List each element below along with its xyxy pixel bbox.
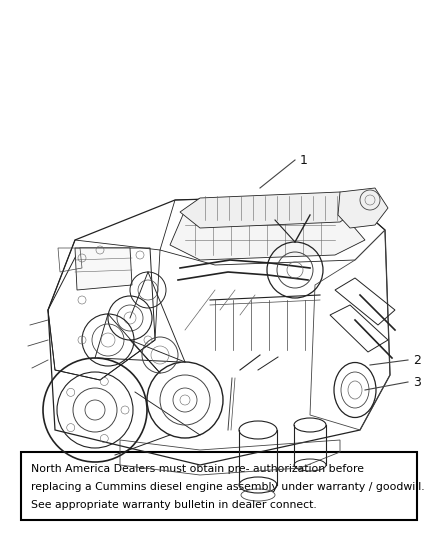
- Text: replacing a Cummins diesel engine assembly under warranty / goodwill.: replacing a Cummins diesel engine assemb…: [31, 482, 425, 492]
- Polygon shape: [180, 192, 360, 228]
- Text: See appropriate warranty bulletin in dealer connect.: See appropriate warranty bulletin in dea…: [31, 500, 317, 510]
- Text: 3: 3: [413, 376, 421, 389]
- Polygon shape: [170, 205, 365, 260]
- Text: 1: 1: [300, 154, 308, 166]
- Text: North America Dealers must obtain pre- authorization before: North America Dealers must obtain pre- a…: [31, 464, 364, 474]
- Polygon shape: [75, 248, 132, 290]
- Bar: [21, 452, 417, 520]
- Text: 2: 2: [413, 353, 421, 367]
- Polygon shape: [338, 188, 388, 228]
